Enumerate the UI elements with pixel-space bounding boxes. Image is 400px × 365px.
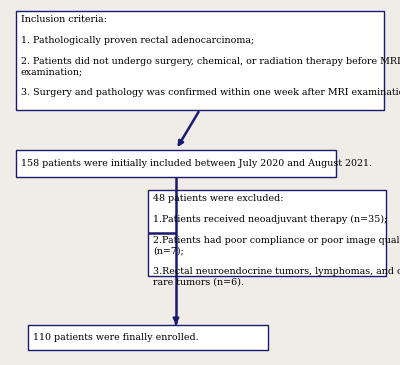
Text: Inclusion criteria:

1. Pathologically proven rectal adenocarcinoma;

2. Patient: Inclusion criteria: 1. Pathologically pr… [21, 15, 400, 97]
Text: 48 patients were excluded:

1.Patients received neoadjuvant therapy (n=35);

2.P: 48 patients were excluded: 1.Patients re… [153, 194, 400, 287]
Text: 110 patients were finally enrolled.: 110 patients were finally enrolled. [33, 333, 198, 342]
Bar [28, 325, 268, 350]
Text: 158 patients were initially included between July 2020 and August 2021.: 158 patients were initially included bet… [21, 159, 372, 168]
Bar [16, 11, 384, 110]
Bar [16, 150, 336, 177]
Bar [148, 190, 386, 276]
